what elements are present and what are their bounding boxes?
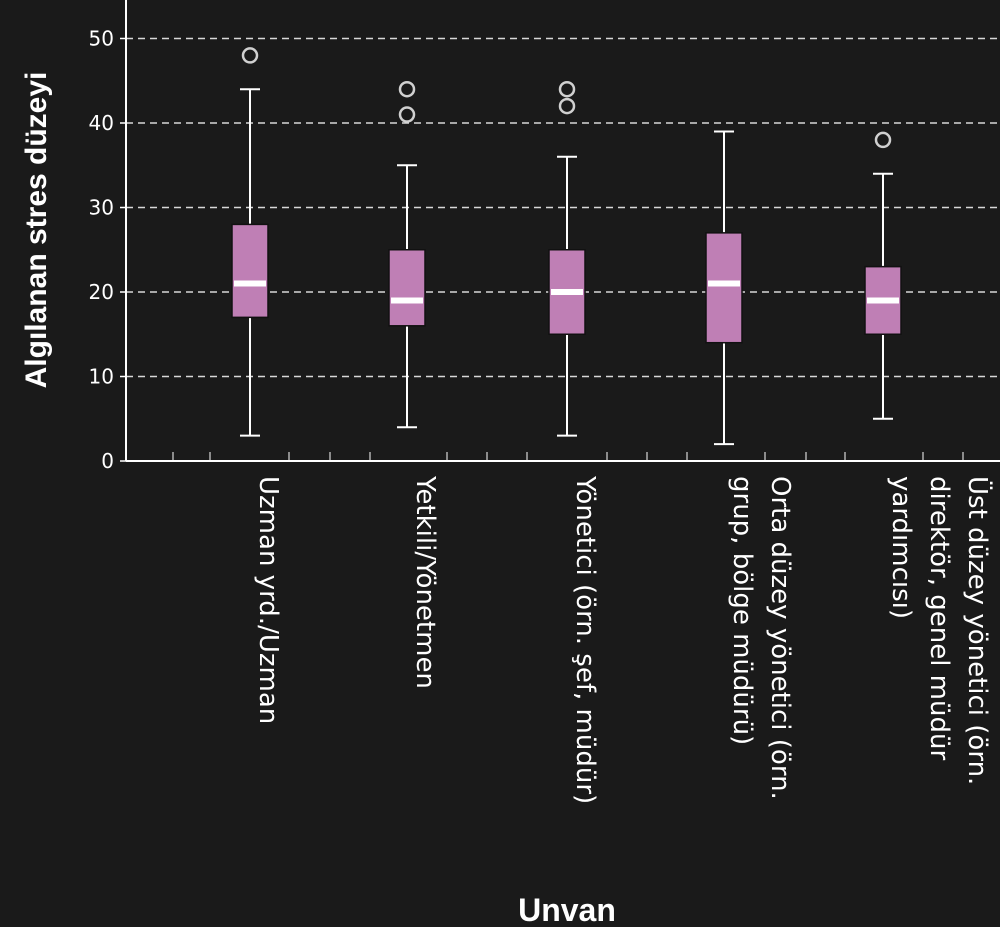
category-label-line: direktör, genel müdür: [924, 476, 954, 760]
outlier-point: [558, 80, 576, 98]
box-group: [388, 80, 426, 429]
y-tick-label: 20: [89, 280, 114, 304]
axes: 0 10 20 30 40 50: [89, 0, 1000, 473]
category-label-line: Üst düzey yönetici (örn.: [962, 476, 994, 785]
x-axis-label: Unvan: [518, 892, 616, 927]
category-label: Yönetici (örn. şef, müdür): [570, 475, 600, 804]
y-tick-label: 30: [89, 196, 114, 220]
box-series: [231, 47, 902, 446]
box-iqr: [231, 223, 269, 319]
category-label: Orta düzey yönetici (örn. grup, bölge müd…: [727, 476, 795, 800]
category-label: Uzman yrd./Uzman: [253, 476, 283, 724]
y-axis-label: Algılanan stres düzeyi: [20, 72, 53, 389]
outlier-point: [241, 47, 259, 64]
y-tick-label: 10: [89, 365, 114, 389]
box-group: [231, 47, 269, 437]
category-label-line: grup, bölge müdürü): [727, 476, 757, 745]
category-label: Yetkili/Yönetmen: [410, 475, 440, 689]
category-label-line: yardımcısı): [886, 476, 916, 619]
category-label-line: Yönetici (örn. şef, müdür): [570, 475, 600, 804]
box-iqr: [705, 232, 743, 344]
outlier-point: [398, 106, 416, 123]
category-label-line: Orta düzey yönetici (örn.: [765, 476, 795, 800]
outlier-point: [558, 97, 576, 115]
box-group: [705, 130, 743, 446]
box-iqr: [388, 249, 426, 327]
y-tick-label: 0: [101, 449, 114, 473]
category-labels: Uzman yrd./Uzman Yetkili/Yönetmen Yönetici…: [253, 475, 994, 804]
box-group: [864, 131, 902, 420]
outlier-point: [874, 131, 892, 149]
y-tick-label: 50: [89, 27, 114, 51]
category-label-line: Uzman yrd./Uzman: [253, 476, 283, 724]
box-group: [548, 80, 586, 437]
category-label: Üst düzey yönetici (örn. direktör, genel …: [886, 476, 994, 785]
outlier-point: [398, 80, 416, 98]
category-label-line: Yetkili/Yönetmen: [410, 475, 440, 689]
y-tick-label: 40: [89, 111, 114, 135]
